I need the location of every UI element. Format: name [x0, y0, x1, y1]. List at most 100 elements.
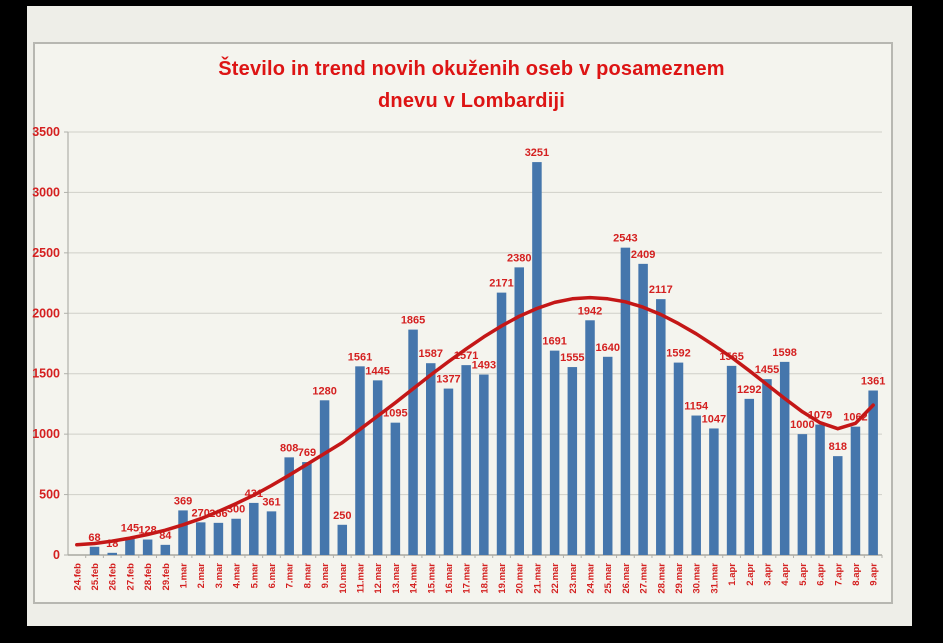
bar — [213, 522, 224, 555]
bar — [479, 374, 489, 555]
chart-title-line1: Število in trend novih okuženih oseb v p… — [218, 58, 725, 80]
bar-value-label: 1280 — [312, 385, 336, 397]
x-axis-tick-label: 24.feb — [72, 563, 83, 591]
x-axis-tick-label: 23.mar — [568, 563, 579, 594]
bar — [249, 502, 259, 555]
y-axis-tick-label: 3500 — [32, 125, 60, 139]
bar-value-label: 1865 — [401, 315, 425, 327]
bar-value-label: 1592 — [666, 348, 690, 360]
bar — [833, 456, 843, 555]
y-axis-tick-label: 2000 — [32, 306, 60, 320]
bar — [638, 263, 648, 555]
bar-value-label: 68 — [88, 532, 100, 544]
bar — [673, 362, 684, 555]
x-axis-tick-label: 15.mar — [426, 563, 437, 594]
y-axis-tick-label: 2500 — [32, 246, 60, 260]
bar-value-label: 1587 — [419, 348, 443, 360]
x-axis-tick-label: 5.mar — [249, 563, 260, 589]
bar — [514, 267, 524, 555]
bar — [691, 415, 701, 555]
x-axis-tick-label: 1.mar — [179, 563, 190, 589]
x-axis-tick-label: 28.mar — [656, 563, 667, 594]
bar — [726, 365, 737, 555]
x-axis-tick-label: 29.mar — [674, 563, 685, 594]
bar-value-label: 1455 — [755, 364, 779, 376]
bar — [585, 320, 595, 555]
x-axis-tick-label: 21.mar — [532, 563, 543, 594]
bar-value-label: 1361 — [861, 376, 885, 388]
x-axis-tick-label: 3.apr — [762, 563, 773, 586]
bar — [160, 544, 171, 555]
bar — [779, 361, 790, 555]
bar-value-label: 1640 — [595, 342, 619, 354]
x-axis-tick-label: 6.mar — [267, 563, 278, 589]
bar — [532, 162, 542, 555]
bar-value-label: 2380 — [507, 252, 531, 264]
bar — [372, 380, 383, 555]
x-axis-tick-label: 22.mar — [550, 563, 561, 594]
bar — [602, 356, 613, 555]
bar-value-label: 1047 — [702, 413, 726, 425]
x-axis-tick-label: 27.feb — [125, 563, 136, 591]
x-axis-tick-label: 2.apr — [745, 563, 756, 586]
bar — [709, 428, 719, 555]
bar-value-label: 808 — [280, 442, 298, 454]
bar — [284, 457, 294, 555]
bar — [815, 424, 825, 555]
y-axis-tick-label: 500 — [39, 488, 60, 502]
bar — [319, 400, 330, 555]
x-axis-tick-label: 12.mar — [373, 563, 384, 594]
bar — [549, 350, 560, 555]
x-axis-tick-label: 14.mar — [409, 563, 420, 594]
bar-value-label: 1445 — [365, 365, 389, 377]
bar-value-label: 1598 — [772, 347, 796, 359]
x-axis-tick-label: 3.mar — [214, 563, 225, 589]
x-axis-tick-label: 25.feb — [90, 563, 101, 591]
x-axis-tick-label: 7.apr — [833, 563, 844, 586]
x-axis-tick-label: 17.mar — [462, 563, 473, 594]
bar — [620, 247, 631, 555]
bar — [337, 524, 348, 555]
x-axis-tick-label: 20.mar — [515, 563, 526, 594]
y-axis-tick-label: 3000 — [32, 185, 60, 199]
bar-value-label: 3251 — [525, 147, 549, 159]
bar-value-label: 2171 — [489, 278, 513, 290]
x-axis-tick-label: 16.mar — [444, 563, 455, 594]
bar — [656, 299, 666, 555]
x-axis-tick-label: 13.mar — [391, 563, 402, 594]
x-axis-tick-label: 4.mar — [232, 563, 243, 589]
x-axis-tick-label: 28.feb — [143, 563, 154, 591]
x-axis-tick-label: 26.mar — [621, 563, 632, 594]
x-axis-tick-label: 29.feb — [161, 563, 172, 591]
x-axis-tick-label: 7.mar — [285, 563, 296, 589]
x-axis-tick-label: 19.mar — [497, 563, 508, 594]
bar — [797, 434, 808, 555]
x-axis-tick-label: 9.mar — [320, 563, 331, 589]
x-axis-tick-label: 27.mar — [639, 563, 650, 594]
x-axis-tick-label: 9.apr — [869, 563, 880, 586]
x-axis-tick-label: 10.mar — [338, 563, 349, 594]
bar — [355, 366, 365, 555]
bar — [408, 329, 418, 555]
bar-value-label: 1493 — [472, 360, 496, 372]
bar-value-label: 361 — [262, 496, 280, 508]
bar-value-label: 818 — [829, 441, 847, 453]
bar-value-label: 1292 — [737, 384, 761, 396]
bar-value-label: 2117 — [649, 284, 673, 296]
bar — [125, 537, 135, 555]
bar-value-label: 2409 — [631, 249, 655, 261]
bar-value-label: 145 — [121, 522, 139, 534]
x-axis-tick-label: 18.mar — [479, 563, 490, 594]
trend-line — [75, 295, 875, 547]
x-axis-tick-label: 2.mar — [196, 563, 207, 589]
bar — [850, 426, 861, 555]
bar-value-label: 1000 — [790, 419, 814, 431]
bar-value-label: 1377 — [436, 374, 460, 386]
x-axis-tick-label: 8.apr — [851, 563, 862, 586]
x-axis-tick-label: 26.feb — [108, 563, 119, 591]
bar-value-label: 369 — [174, 495, 192, 507]
chart-title-line2: dnevu v Lombardiji — [378, 90, 565, 112]
y-axis-tick-label: 1000 — [32, 427, 60, 441]
x-axis-tick-label: 31.mar — [709, 563, 720, 594]
